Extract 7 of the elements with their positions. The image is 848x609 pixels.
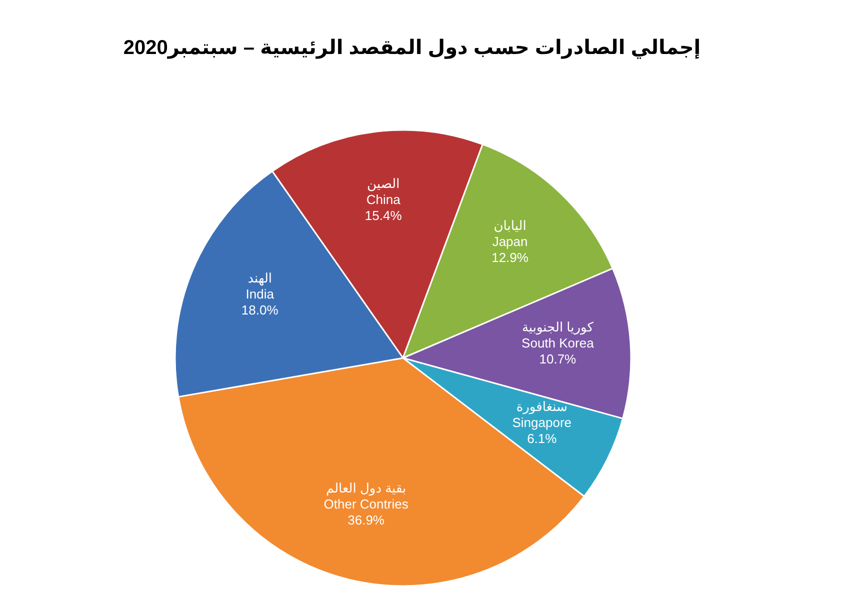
data-label: 18.0% bbox=[241, 302, 279, 318]
chart-title: إجمالي الصادرات حسب دول المقصد الرئيسية – سبتمبر2020 bbox=[123, 37, 701, 59]
data-label: 12.9% bbox=[492, 250, 529, 265]
data-label: 15.4% bbox=[364, 208, 402, 224]
data-label: 10.7% bbox=[539, 352, 577, 367]
data-label: 36.9% bbox=[348, 512, 385, 528]
data-label: 6.1% bbox=[527, 430, 558, 446]
